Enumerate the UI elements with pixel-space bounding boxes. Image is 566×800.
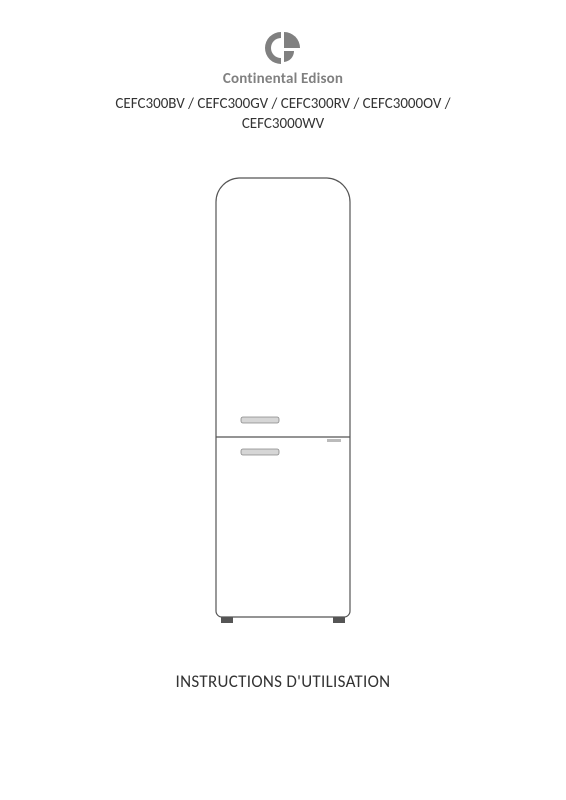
model-numbers: CEFC300BV / CEFC300GV / CEFC300RV / CEFC… — [115, 94, 450, 135]
models-line-2: CEFC3000WV — [242, 115, 324, 133]
models-line-1: CEFC300BV / CEFC300GV / CEFC300RV / CEFC… — [115, 95, 450, 113]
manual-cover-page: Continental Edison CEFC300BV / CEFC300GV… — [0, 0, 566, 800]
brand-logo-icon — [261, 28, 305, 66]
brand-name: Continental Edison — [223, 70, 343, 88]
brand-logo-block: Continental Edison — [223, 28, 343, 88]
instructions-title: INSTRUCTIONS D'UTILISATION — [176, 671, 391, 692]
fridge-icon — [215, 177, 351, 623]
product-illustration — [215, 177, 351, 623]
